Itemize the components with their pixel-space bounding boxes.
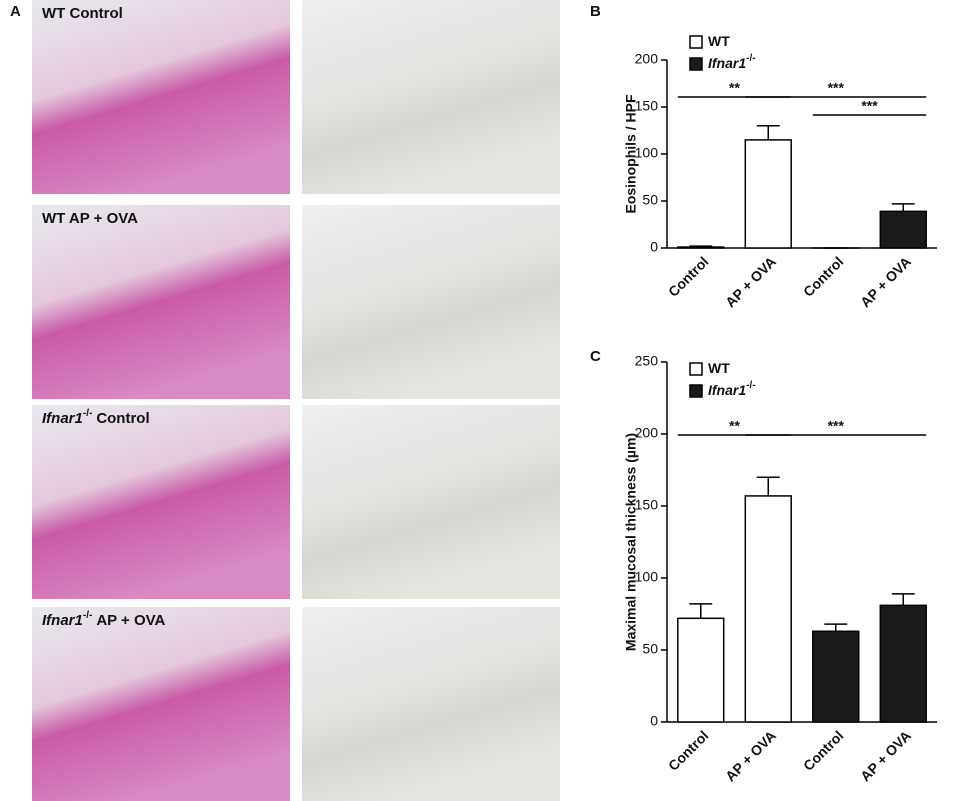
label-text: WT Control	[42, 5, 123, 22]
y-tick-label: 100	[635, 569, 659, 585]
significance-label: **	[729, 418, 740, 434]
label-text: WT AP + OVA	[42, 210, 138, 227]
photo	[302, 205, 560, 399]
legend-swatch	[689, 384, 703, 398]
photo-label: WT Control	[42, 5, 123, 22]
significance-label: **	[729, 80, 740, 96]
label-text: Control	[96, 410, 149, 427]
x-tick-label: Control	[800, 727, 847, 774]
x-tick-label: Control	[800, 253, 847, 300]
superscript: -/-	[83, 610, 92, 621]
bar	[879, 210, 927, 249]
y-tick-label: 100	[635, 145, 659, 161]
photo-label: Ifnar1-/- AP + OVA	[42, 610, 166, 629]
bar	[744, 139, 792, 249]
superscript: -/-	[83, 408, 92, 419]
panel-label: C	[590, 348, 601, 365]
y-tick-label: 200	[635, 51, 659, 67]
photo	[32, 405, 290, 599]
x-tick-label: Control	[665, 253, 712, 300]
x-tick-label: AP + OVA	[857, 253, 914, 310]
legend-label: WT	[708, 360, 730, 376]
legend-swatch	[689, 362, 703, 376]
y-tick-label: 50	[642, 641, 658, 657]
y-axis-title: Eosinophils / HPF	[623, 94, 639, 213]
y-tick-label: 250	[635, 353, 659, 369]
legend-name: Ifnar1	[708, 382, 746, 398]
photo	[32, 0, 290, 194]
significance-label: ***	[828, 418, 845, 434]
x-tick-label: Control	[665, 727, 712, 774]
bar	[812, 630, 860, 723]
label-text: AP + OVA	[96, 612, 165, 629]
x-tick-label: AP + OVA	[722, 253, 779, 310]
legend-swatch	[689, 35, 703, 49]
y-tick-label: 200	[635, 425, 659, 441]
y-tick-label: 150	[635, 98, 659, 114]
bar	[677, 246, 725, 249]
panel-label: B	[590, 3, 601, 20]
bar	[879, 604, 927, 723]
bar	[677, 617, 725, 723]
y-tick-label: 0	[650, 239, 658, 255]
legend-label: WT	[708, 33, 730, 49]
photo	[32, 607, 290, 801]
y-tick-label: 0	[650, 713, 658, 729]
bar	[744, 495, 792, 723]
significance-label: ***	[828, 80, 845, 96]
photo	[302, 607, 560, 801]
significance-label: ***	[861, 98, 878, 114]
photo-grid	[32, 0, 560, 801]
panel-label: A	[10, 3, 21, 20]
photo-label: Ifnar1-/- Control	[42, 408, 150, 427]
legend-name: WT	[708, 33, 730, 49]
legend-name: WT	[708, 360, 730, 376]
gene-name: Ifnar1	[42, 410, 83, 427]
legend-swatch	[689, 57, 703, 71]
legend-label: Ifnar1-/-	[708, 53, 756, 71]
y-tick-label: 150	[635, 497, 659, 513]
x-tick-label: AP + OVA	[722, 727, 779, 784]
y-tick-label: 50	[642, 192, 658, 208]
superscript: -/-	[746, 53, 755, 64]
y-axis-title: Maximal mucosal thickness (µm)	[623, 433, 639, 651]
photo	[302, 0, 560, 194]
gene-name: Ifnar1	[42, 612, 83, 629]
photo	[302, 405, 560, 599]
legend-name: Ifnar1	[708, 55, 746, 71]
legend-label: Ifnar1-/-	[708, 380, 756, 398]
x-tick-label: AP + OVA	[857, 727, 914, 784]
superscript: -/-	[746, 380, 755, 391]
photo	[32, 205, 290, 399]
photo-label: WT AP + OVA	[42, 210, 138, 227]
